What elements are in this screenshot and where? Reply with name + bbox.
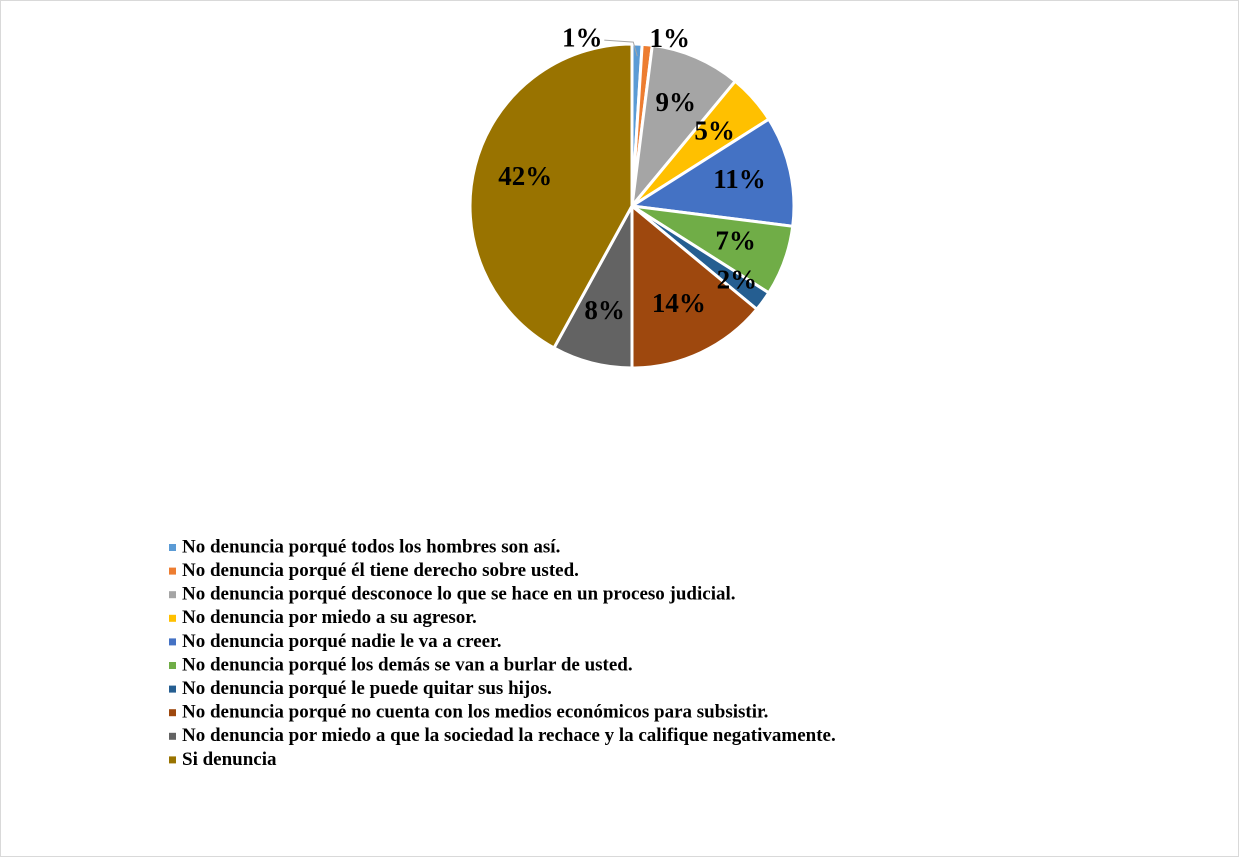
data-label: 11% <box>713 164 766 194</box>
legend-marker <box>169 709 176 717</box>
legend-marker <box>169 662 176 669</box>
data-label: 2% <box>717 264 758 294</box>
legend-marker <box>169 638 176 646</box>
legend-label: No denuncia porqué él tiene derecho sobr… <box>182 560 579 581</box>
pie-slice <box>629 43 738 211</box>
legend-marker <box>169 614 176 622</box>
legend-label: No denuncia porqué los demás se van a bu… <box>182 654 633 675</box>
legend-marker <box>169 591 176 599</box>
legend-label: No denuncia por miedo a su agresor. <box>182 607 477 628</box>
data-label: 9% <box>655 87 696 117</box>
legend-marker <box>169 732 176 740</box>
legend-marker <box>169 567 176 575</box>
legend-label: No denuncia porqué nadie le va a creer. <box>182 631 502 652</box>
pie-slice <box>627 117 796 228</box>
data-label: 42% <box>498 161 552 191</box>
legend-marker <box>169 756 176 764</box>
legend-label: No denuncia porqué desconoce lo que se h… <box>182 584 736 605</box>
legend-marker <box>169 544 176 551</box>
data-label: 1% <box>562 22 603 52</box>
pie-slice <box>630 202 759 370</box>
legend-label: Si denuncia <box>182 749 277 770</box>
legend-marker <box>169 685 176 693</box>
data-label: 14% <box>652 288 706 318</box>
data-label: 7% <box>715 226 756 256</box>
legend-label: No denuncia porqué le puede quitar sus h… <box>182 678 552 699</box>
legend-label: No denuncia porqué no cuenta con los med… <box>182 702 768 723</box>
legend-label: No denuncia por miedo a que la sociedad … <box>182 725 836 746</box>
data-label: 8% <box>584 295 625 325</box>
leader-line <box>604 39 638 57</box>
pie-slice <box>468 42 634 351</box>
data-label: 5% <box>694 115 735 145</box>
legend-label: No denuncia porqué todos los hombres son… <box>182 536 560 557</box>
data-label: 1% <box>650 23 691 53</box>
